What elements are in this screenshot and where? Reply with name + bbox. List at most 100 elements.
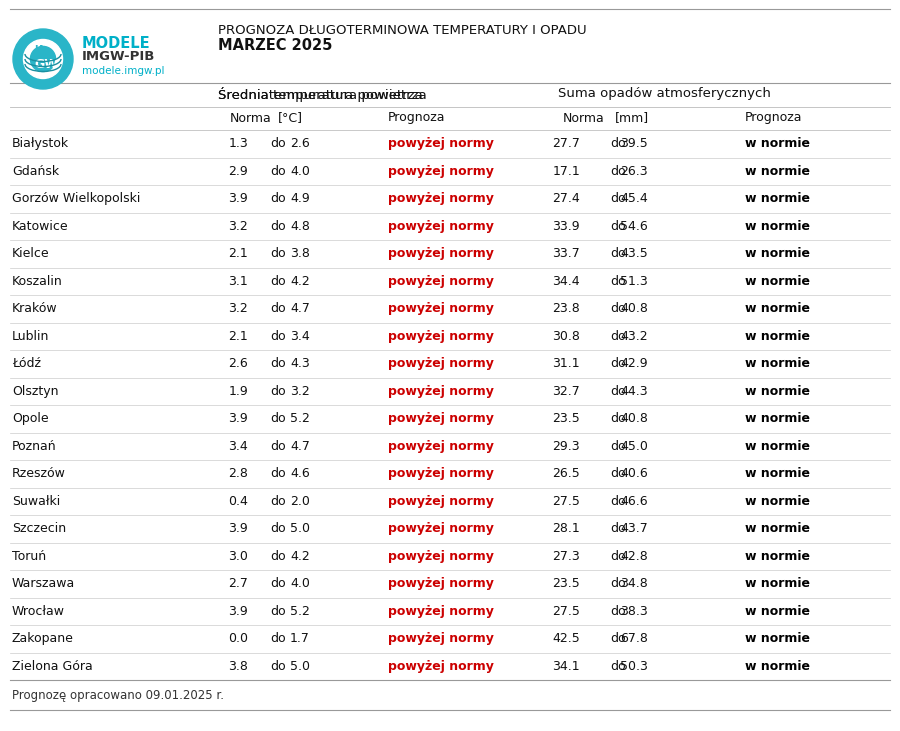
Text: 5.0: 5.0 bbox=[290, 522, 310, 535]
Text: Lublin: Lublin bbox=[12, 330, 50, 343]
Text: 45.4: 45.4 bbox=[620, 192, 648, 205]
Text: Prognozę opracowano 09.01.2025 r.: Prognozę opracowano 09.01.2025 r. bbox=[12, 689, 224, 702]
Text: do: do bbox=[270, 192, 286, 205]
Text: powyżej normy: powyżej normy bbox=[388, 192, 494, 205]
Text: 17.1: 17.1 bbox=[553, 164, 580, 178]
Text: powyżej normy: powyżej normy bbox=[388, 385, 494, 398]
Text: 3.8: 3.8 bbox=[228, 660, 248, 673]
Text: do: do bbox=[270, 605, 286, 618]
Text: do: do bbox=[610, 522, 626, 535]
Text: modele.imgw.pl: modele.imgw.pl bbox=[82, 66, 165, 76]
Text: w normie: w normie bbox=[745, 605, 810, 618]
Text: do: do bbox=[270, 632, 286, 645]
Text: w normie: w normie bbox=[745, 495, 810, 508]
Text: 1.3: 1.3 bbox=[229, 137, 248, 151]
Text: 4.8: 4.8 bbox=[290, 220, 310, 232]
Text: Łódź: Łódź bbox=[12, 357, 41, 370]
Text: powyżej normy: powyżej normy bbox=[388, 577, 494, 590]
Text: do: do bbox=[270, 440, 286, 452]
Text: 3.4: 3.4 bbox=[290, 330, 310, 343]
Text: w normie: w normie bbox=[745, 137, 810, 151]
Text: 2.1: 2.1 bbox=[229, 330, 248, 343]
Text: powyżej normy: powyżej normy bbox=[388, 495, 494, 508]
Text: do: do bbox=[610, 220, 626, 232]
Text: powyżej normy: powyżej normy bbox=[388, 632, 494, 645]
Text: 4.2: 4.2 bbox=[290, 275, 310, 288]
Text: 28.1: 28.1 bbox=[553, 522, 580, 535]
Text: 50.3: 50.3 bbox=[620, 660, 648, 673]
Text: powyżej normy: powyżej normy bbox=[388, 220, 494, 232]
Text: Norma: Norma bbox=[230, 112, 272, 124]
Text: 67.8: 67.8 bbox=[620, 632, 648, 645]
Text: Olsztyn: Olsztyn bbox=[12, 385, 58, 398]
Text: do: do bbox=[270, 412, 286, 425]
Text: 3.2: 3.2 bbox=[229, 220, 248, 232]
Text: do: do bbox=[610, 577, 626, 590]
Text: 4.3: 4.3 bbox=[290, 357, 310, 370]
Text: powyżej normy: powyżej normy bbox=[388, 164, 494, 178]
Text: 3.8: 3.8 bbox=[290, 247, 310, 260]
Text: powyżej normy: powyżej normy bbox=[388, 330, 494, 343]
Text: IMGW-PIB: IMGW-PIB bbox=[82, 50, 156, 64]
Text: do: do bbox=[610, 164, 626, 178]
Text: 27.7: 27.7 bbox=[552, 137, 580, 151]
Text: 42.5: 42.5 bbox=[553, 632, 580, 645]
Text: do: do bbox=[270, 467, 286, 480]
Text: 45.0: 45.0 bbox=[620, 440, 648, 452]
Text: 38.3: 38.3 bbox=[620, 605, 648, 618]
Text: Wrocław: Wrocław bbox=[12, 605, 65, 618]
Text: 40.8: 40.8 bbox=[620, 302, 648, 315]
Text: do: do bbox=[270, 164, 286, 178]
Text: do: do bbox=[610, 550, 626, 563]
Text: 32.7: 32.7 bbox=[553, 385, 580, 398]
Text: Kielce: Kielce bbox=[12, 247, 50, 260]
Text: w normie: w normie bbox=[745, 330, 810, 343]
Text: powyżej normy: powyżej normy bbox=[388, 275, 494, 288]
Text: 1.9: 1.9 bbox=[229, 385, 248, 398]
Text: 3.9: 3.9 bbox=[229, 522, 248, 535]
Text: w normie: w normie bbox=[745, 412, 810, 425]
Text: 3.9: 3.9 bbox=[229, 605, 248, 618]
Text: do: do bbox=[270, 330, 286, 343]
Text: do: do bbox=[610, 495, 626, 508]
Text: w normie: w normie bbox=[745, 164, 810, 178]
Text: Rzeszów: Rzeszów bbox=[12, 467, 66, 480]
Text: Koszalin: Koszalin bbox=[12, 275, 63, 288]
Text: do: do bbox=[270, 385, 286, 398]
Text: do: do bbox=[610, 385, 626, 398]
Text: Toruń: Toruń bbox=[12, 550, 46, 563]
Text: Suma opadów atmosferycznych: Suma opadów atmosferycznych bbox=[558, 88, 771, 100]
Text: Poznań: Poznań bbox=[12, 440, 57, 452]
Text: 5.2: 5.2 bbox=[290, 605, 310, 618]
Text: w normie: w normie bbox=[745, 302, 810, 315]
Text: w normie: w normie bbox=[745, 467, 810, 480]
Text: MODELE: MODELE bbox=[82, 36, 150, 50]
Text: 5.2: 5.2 bbox=[290, 412, 310, 425]
Text: 4.6: 4.6 bbox=[290, 467, 310, 480]
Text: powyżej normy: powyżej normy bbox=[388, 247, 494, 260]
Text: 4.2: 4.2 bbox=[290, 550, 310, 563]
Text: IA: IA bbox=[34, 45, 46, 55]
Text: do: do bbox=[610, 440, 626, 452]
Text: do: do bbox=[270, 247, 286, 260]
Text: 43.7: 43.7 bbox=[620, 522, 648, 535]
Text: 4.9: 4.9 bbox=[290, 192, 310, 205]
Text: powyżej normy: powyżej normy bbox=[388, 522, 494, 535]
Text: 43.2: 43.2 bbox=[620, 330, 648, 343]
Text: w normie: w normie bbox=[745, 632, 810, 645]
Circle shape bbox=[31, 46, 56, 72]
Text: 34.8: 34.8 bbox=[620, 577, 648, 590]
Text: 26.5: 26.5 bbox=[553, 467, 580, 480]
Text: Białystok: Białystok bbox=[12, 137, 69, 151]
Text: Średnia temperatura powietrza: Średnia temperatura powietrza bbox=[218, 86, 427, 102]
Text: Zielona Góra: Zielona Góra bbox=[12, 660, 93, 673]
Text: w normie: w normie bbox=[745, 220, 810, 232]
Text: MARZEC 2025: MARZEC 2025 bbox=[218, 37, 332, 53]
Text: w normie: w normie bbox=[745, 440, 810, 452]
Text: 27.5: 27.5 bbox=[552, 495, 580, 508]
Text: do: do bbox=[610, 275, 626, 288]
Text: 42.8: 42.8 bbox=[620, 550, 648, 563]
Text: powyżej normy: powyżej normy bbox=[388, 467, 494, 480]
Text: 0.4: 0.4 bbox=[228, 495, 248, 508]
Text: 2.9: 2.9 bbox=[229, 164, 248, 178]
